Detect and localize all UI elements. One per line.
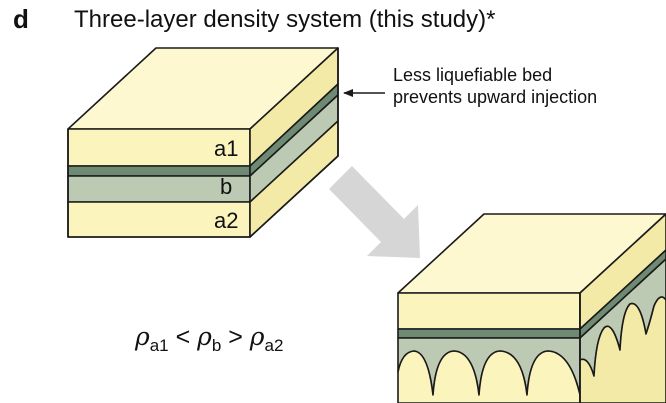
rho-symbol-3: ρ: [249, 322, 265, 351]
annotation-text: Less liquefiable bed prevents upward inj…: [393, 64, 597, 108]
label-a2: a2: [214, 208, 238, 233]
panel-title: Three-layer density system (this study)*: [74, 6, 496, 33]
front-layer-a1: [67, 128, 251, 167]
rho-symbol-2: ρ: [197, 322, 212, 351]
annotation-line-1: Less liquefiable bed: [393, 65, 553, 85]
subscript-a2: a2: [264, 336, 284, 355]
less-than-sign: <: [168, 323, 198, 351]
label-b: b: [220, 174, 232, 199]
block-outline: [67, 48, 339, 238]
deformed-front-lower-sand: [397, 350, 581, 403]
greater-than-sign: >: [221, 323, 250, 351]
subscript-b: b: [211, 336, 222, 355]
annotation-line-2: prevents upward injection: [393, 87, 598, 107]
deformed-front-sand: [397, 292, 581, 330]
deformed-side-lower-sand: [579, 296, 666, 403]
subscript-a1: a1: [149, 336, 169, 355]
panel-letter: d: [13, 4, 29, 34]
density-formula: ρa1 < ρb > ρa2: [135, 322, 283, 356]
transition-arrow: [329, 166, 420, 258]
deformed-front-dark-band: [397, 328, 581, 339]
label-a1: a1: [214, 136, 238, 161]
three-layer-block: [67, 47, 339, 238]
deformed-block: [397, 213, 666, 403]
rho-symbol-1: ρ: [135, 322, 150, 351]
